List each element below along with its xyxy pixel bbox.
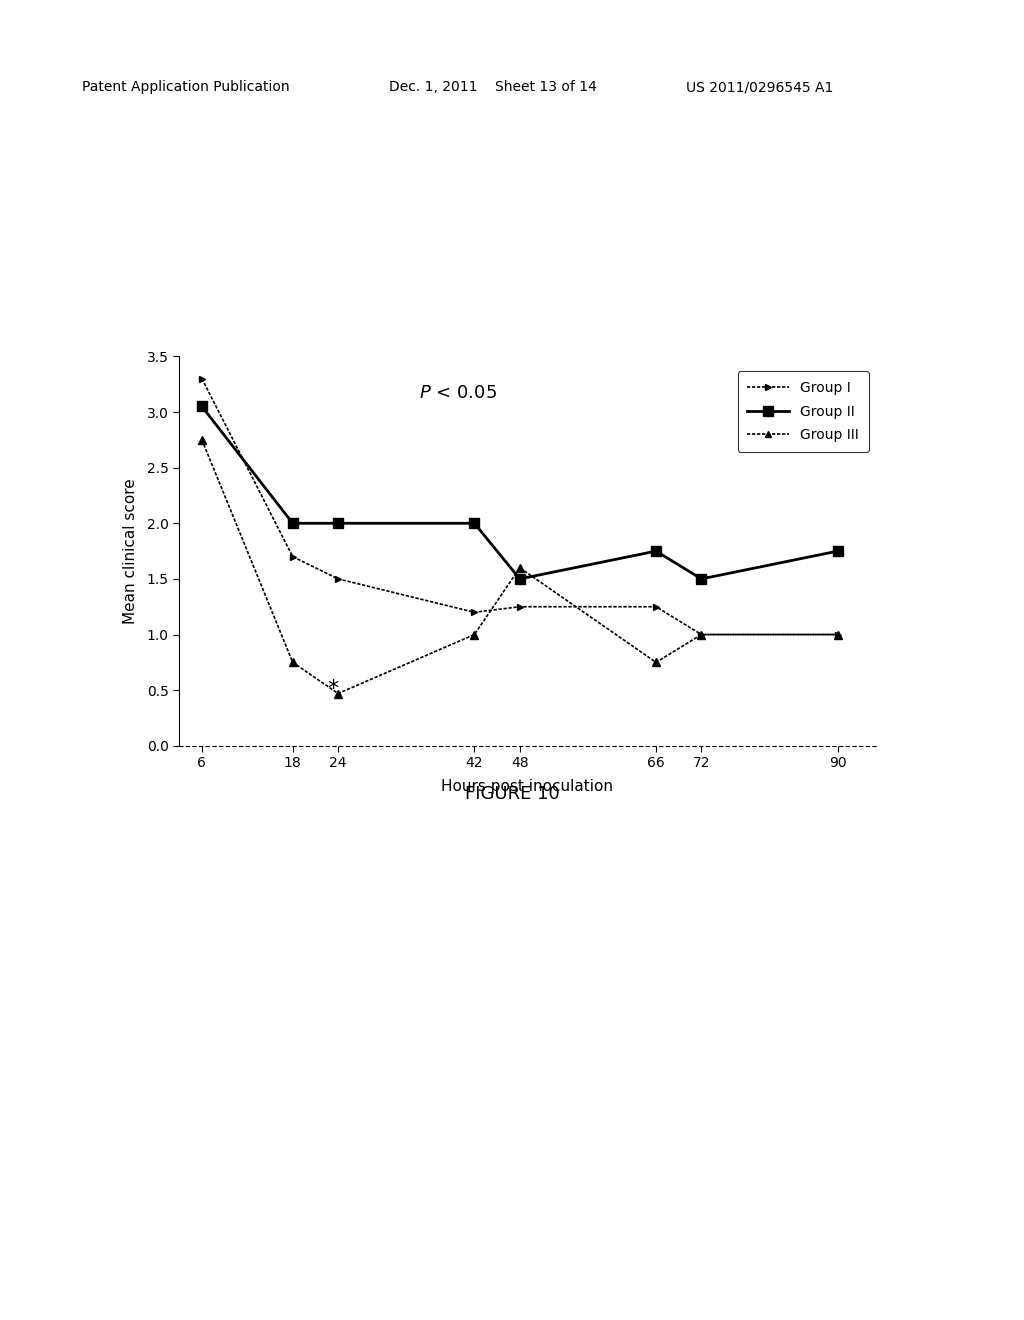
Text: *: *	[327, 678, 338, 700]
Group III	[650, 655, 663, 671]
Group I	[695, 627, 708, 643]
Group II	[468, 515, 480, 531]
Group I	[831, 627, 844, 643]
Group III	[196, 432, 208, 447]
Group I	[196, 371, 208, 387]
Group II	[831, 544, 844, 560]
Text: US 2011/0296545 A1: US 2011/0296545 A1	[686, 81, 834, 94]
Group I	[514, 599, 526, 615]
Group III	[332, 685, 344, 701]
Group I	[332, 572, 344, 587]
Group II	[514, 572, 526, 587]
Group III	[287, 655, 299, 671]
Text: FIGURE 10: FIGURE 10	[465, 785, 559, 804]
Line: Group I: Group I	[199, 375, 841, 638]
Group II	[196, 399, 208, 414]
Text: Dec. 1, 2011    Sheet 13 of 14: Dec. 1, 2011 Sheet 13 of 14	[389, 81, 597, 94]
Group I	[650, 599, 663, 615]
Group I	[468, 605, 480, 620]
Legend: Group I, Group II, Group III: Group I, Group II, Group III	[737, 371, 868, 451]
Group I	[287, 549, 299, 565]
Y-axis label: Mean clinical score: Mean clinical score	[124, 478, 138, 624]
Group III	[514, 560, 526, 576]
Group II	[695, 572, 708, 587]
Text: $P$ < 0.05: $P$ < 0.05	[419, 384, 497, 401]
Group II	[287, 515, 299, 531]
Text: Patent Application Publication: Patent Application Publication	[82, 81, 290, 94]
Line: Group III: Group III	[198, 436, 842, 698]
Group II	[650, 544, 663, 560]
Group III	[695, 627, 708, 643]
X-axis label: Hours post inoculation: Hours post inoculation	[441, 779, 613, 793]
Line: Group II: Group II	[197, 401, 843, 583]
Group II	[332, 515, 344, 531]
Group III	[831, 627, 844, 643]
Group III	[468, 627, 480, 643]
